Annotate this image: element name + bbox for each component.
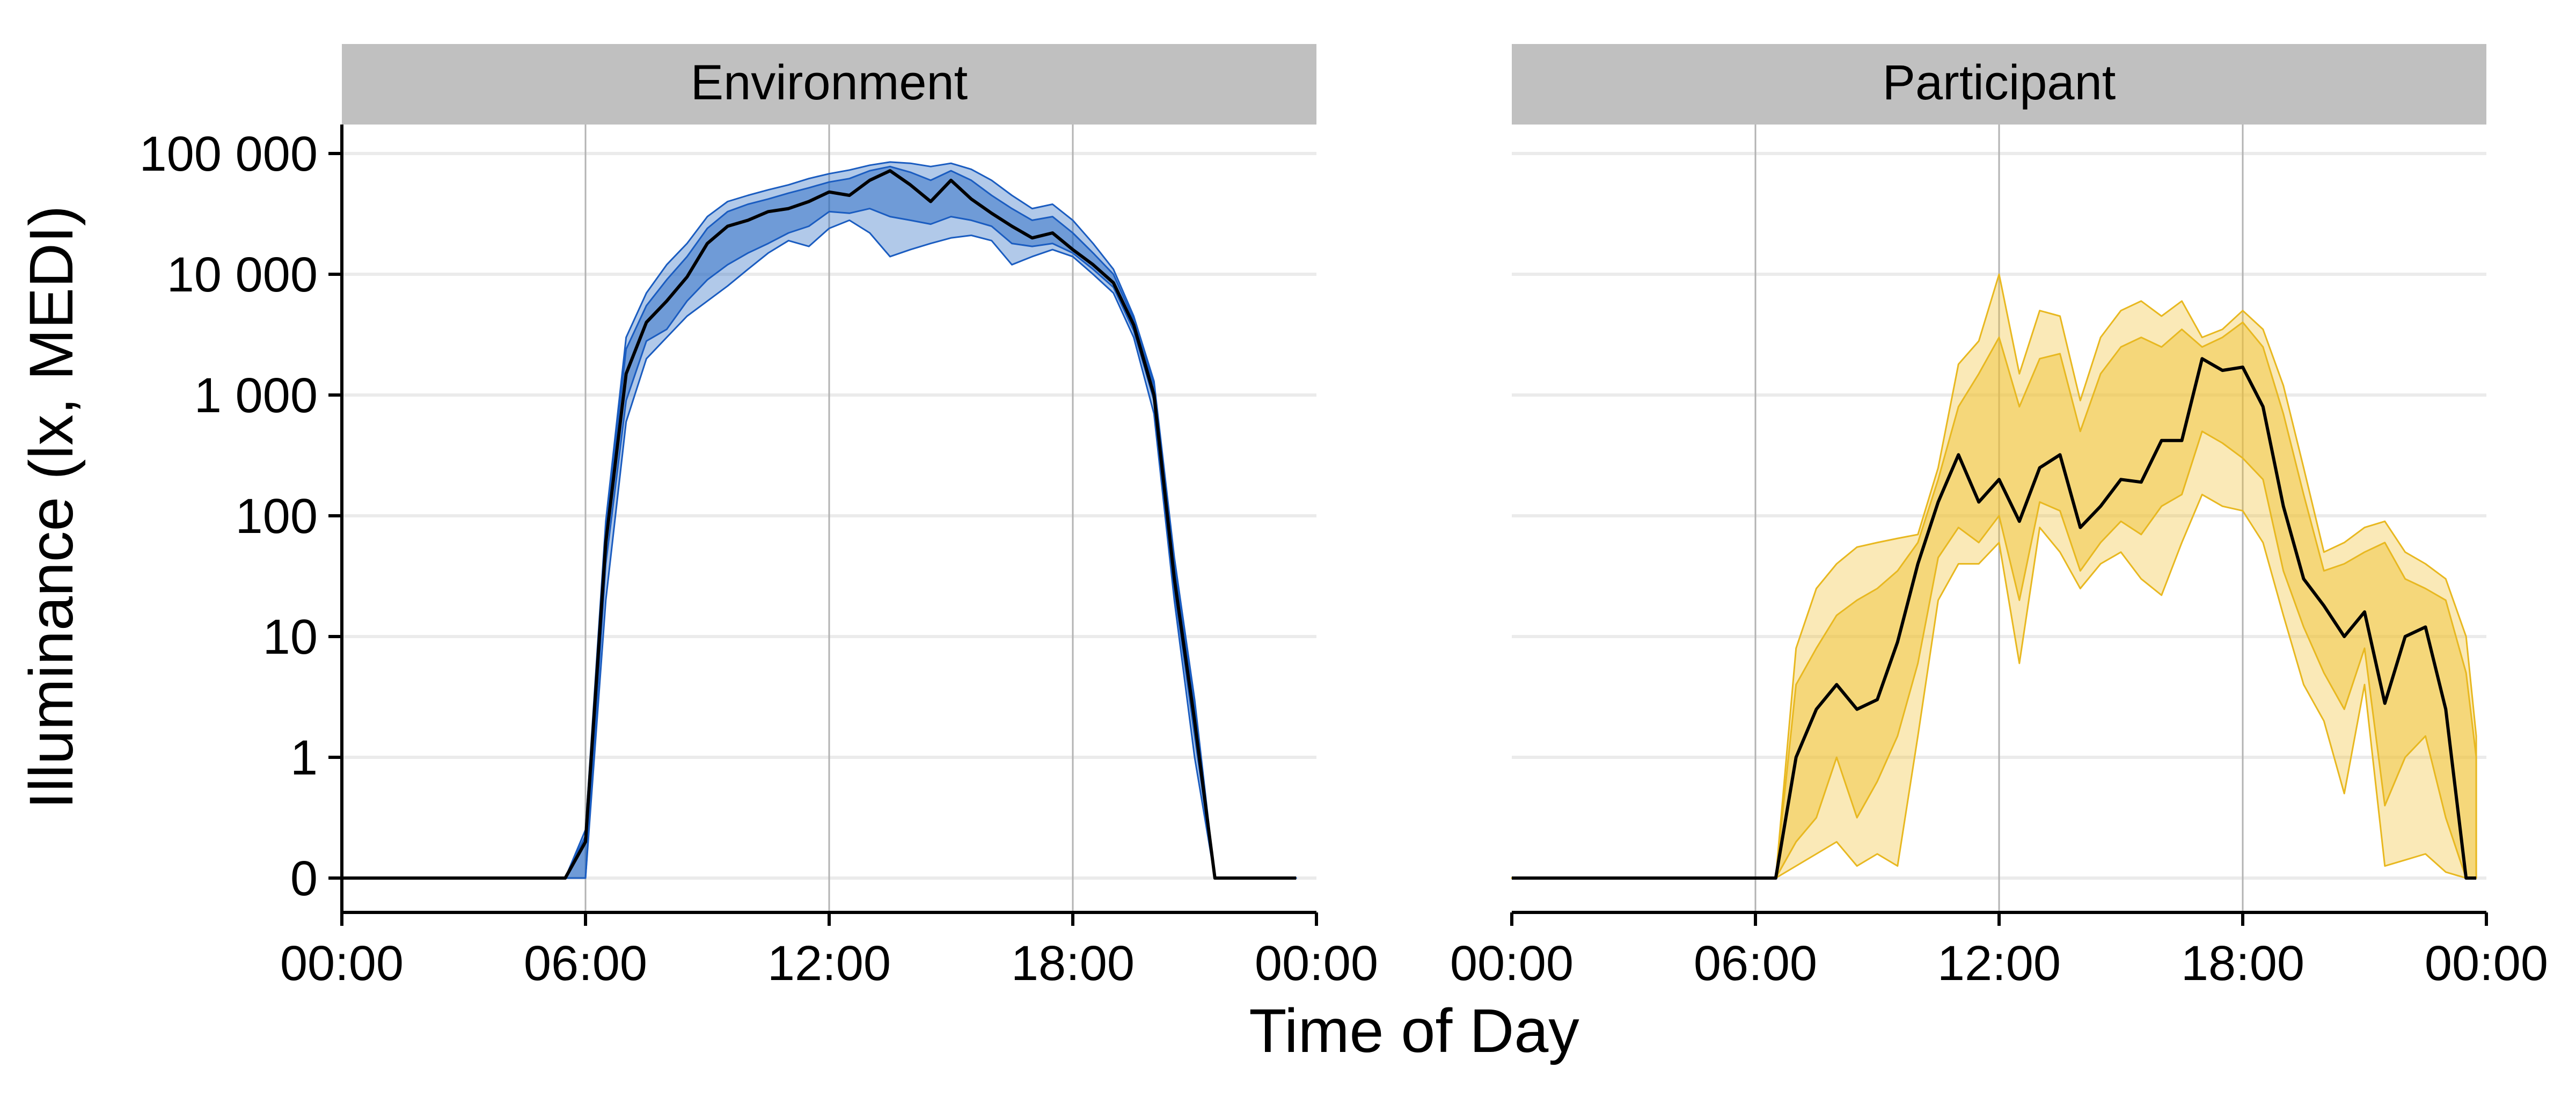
facet-strip bbox=[342, 44, 1316, 125]
y-axis-title: Illuminance (lx, MEDI) bbox=[17, 206, 86, 809]
facet-strip-label: Environment bbox=[691, 55, 968, 110]
x-tick-label: 18:00 bbox=[2181, 936, 2304, 991]
x-tick-label: 06:00 bbox=[1694, 936, 1817, 991]
facet-strip bbox=[1512, 44, 2486, 125]
y-tick-label: 10 000 bbox=[167, 247, 318, 302]
y-tick-label: 1 000 bbox=[194, 368, 318, 423]
facet-strip-label: Participant bbox=[1883, 55, 2116, 110]
panel-participant: Participant 00:00 06:00 12:00 18:00 00:00 bbox=[1450, 44, 2548, 991]
x-tick-label: 00:00 bbox=[1255, 936, 1378, 991]
x-tick-label: 12:00 bbox=[767, 936, 891, 991]
y-tick-label: 100 000 bbox=[139, 127, 318, 181]
y-tick-label: 100 bbox=[236, 489, 318, 544]
x-tick-label: 00:00 bbox=[2425, 936, 2548, 991]
x-tick-label: 12:00 bbox=[1937, 936, 2061, 991]
median-line bbox=[1512, 357, 2477, 880]
y-tick-label: 0 bbox=[290, 851, 318, 906]
x-tick-label: 18:00 bbox=[1011, 936, 1135, 991]
x-tick-label: 00:00 bbox=[280, 936, 404, 991]
x-axis-title: Time of Day bbox=[1249, 997, 1579, 1065]
x-tick-label: 00:00 bbox=[1450, 936, 1574, 991]
y-tick-label: 10 bbox=[263, 610, 318, 664]
panel-environment: Environment 00:00 06:00 12:00 18:00 00:00 0 1 10… bbox=[139, 44, 1378, 991]
y-tick-label: 1 bbox=[290, 730, 318, 785]
ribbon-band bbox=[1511, 321, 2477, 879]
ribbon-band bbox=[341, 161, 1297, 879]
x-tick-label: 06:00 bbox=[524, 936, 647, 991]
median-line bbox=[342, 169, 1297, 880]
